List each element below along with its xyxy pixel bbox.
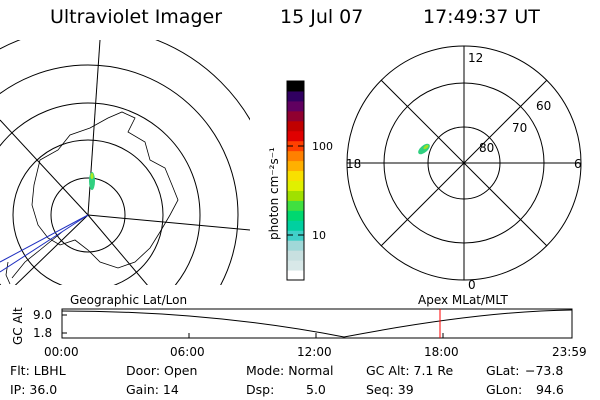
meridian-line	[14, 214, 89, 285]
meridian-line	[87, 40, 101, 216]
colorbar-band	[287, 240, 304, 251]
dsp-value: 5.0	[306, 382, 326, 397]
altitude-plot-frame	[61, 308, 573, 339]
mlt-label-12: 12	[468, 51, 483, 65]
altitude-ytick-top: 9.0	[33, 308, 52, 322]
mlt-label-18: 18	[346, 157, 361, 171]
altitude-curve	[61, 309, 573, 338]
lat-circle	[0, 40, 250, 121]
lat-circle	[0, 64, 239, 285]
colorbar-band	[287, 190, 304, 201]
mlt-label-6: 6	[574, 157, 582, 171]
colorbar-band	[287, 100, 304, 112]
aurora-core	[90, 173, 94, 179]
lat-circle	[12, 139, 164, 285]
colorbar-band	[287, 140, 304, 152]
altitude-xtick-0600: 06:00	[170, 345, 205, 359]
door-label: Door: Open	[126, 363, 198, 378]
instrument-title: Ultraviolet Imager	[50, 6, 223, 28]
altitude-xtick-1800: 18:00	[424, 345, 459, 359]
colorbar-band	[287, 270, 304, 281]
coastline	[5, 261, 11, 285]
colorbar-band	[287, 130, 304, 142]
altitude-xtick-2359: 23:59	[552, 345, 587, 359]
colorbar-tick-10: 10	[312, 229, 326, 242]
right-map-label: Apex MLat/MLT	[418, 293, 508, 307]
aurora-patch	[89, 172, 95, 190]
colorbar-band	[287, 120, 304, 132]
altitude-ytick-bottom: 1.8	[33, 326, 52, 340]
colorbar-band	[287, 170, 304, 181]
meridian-line	[87, 214, 148, 285]
glat-value: −73.8	[525, 363, 564, 378]
date-label: 15 Jul 07	[280, 6, 364, 28]
altitude-ylabel: GC Alt	[11, 307, 25, 345]
colorbar-band	[287, 110, 304, 122]
mlat-label-70: 70	[512, 121, 527, 135]
colorbar-unit-label: photon cm⁻²s⁻¹	[267, 147, 281, 240]
lat-circle	[0, 102, 201, 285]
antarctica-coastline	[31, 111, 179, 269]
colorbar-band	[287, 180, 304, 191]
colorbar-band	[287, 150, 304, 162]
colorbar-frame	[286, 80, 305, 281]
geographic-map	[0, 40, 250, 285]
altitude-xtick-0000: 00:00	[44, 345, 79, 359]
polar-plot	[346, 45, 582, 281]
meridian-line	[87, 214, 250, 231]
seq-label: Seq: 39	[366, 382, 414, 397]
altitude-plot	[61, 308, 573, 339]
colorbar-band	[287, 160, 304, 172]
filter-label: Flt: LBHL	[10, 363, 66, 378]
colorbar-tick-100: 100	[312, 140, 333, 153]
time-label: 17:49:37 UT	[423, 6, 540, 28]
mlt-line-diagonal	[380, 79, 548, 247]
colorbar-band	[287, 220, 304, 231]
colorbar-band	[287, 210, 304, 221]
mlat-label-60: 60	[536, 99, 551, 113]
colorbar-band	[287, 230, 304, 241]
glat-label: GLat:	[486, 363, 520, 378]
colorbar-band	[287, 81, 304, 92]
meridian-line	[0, 119, 89, 216]
gc-alt-label: GC Alt: 7.1 Re	[366, 363, 454, 378]
colorbar-band	[287, 250, 304, 261]
mlat-label-80: 80	[479, 141, 494, 155]
colorbar	[287, 81, 304, 281]
aurora-core	[423, 144, 429, 150]
dsp-label: Dsp:	[246, 382, 275, 397]
ip-label: IP: 36.0	[10, 382, 58, 397]
colorbar-band	[287, 260, 304, 271]
orbit-track	[0, 214, 89, 263]
left-map-label: Geographic Lat/Lon	[70, 293, 187, 307]
glon-value: 94.6	[536, 382, 564, 397]
altitude-xtick-1200: 12:00	[297, 345, 332, 359]
peninsula-coastline	[11, 231, 63, 279]
lat-circle	[50, 177, 126, 253]
orbit-track	[0, 214, 89, 273]
colorbar-band	[287, 200, 304, 211]
mode-label: Mode: Normal	[246, 363, 334, 378]
mlt-label-0: 0	[468, 278, 476, 292]
gain-label: Gain: 14	[126, 382, 179, 397]
colorbar-band	[287, 90, 304, 102]
glon-label: GLon:	[486, 382, 523, 397]
